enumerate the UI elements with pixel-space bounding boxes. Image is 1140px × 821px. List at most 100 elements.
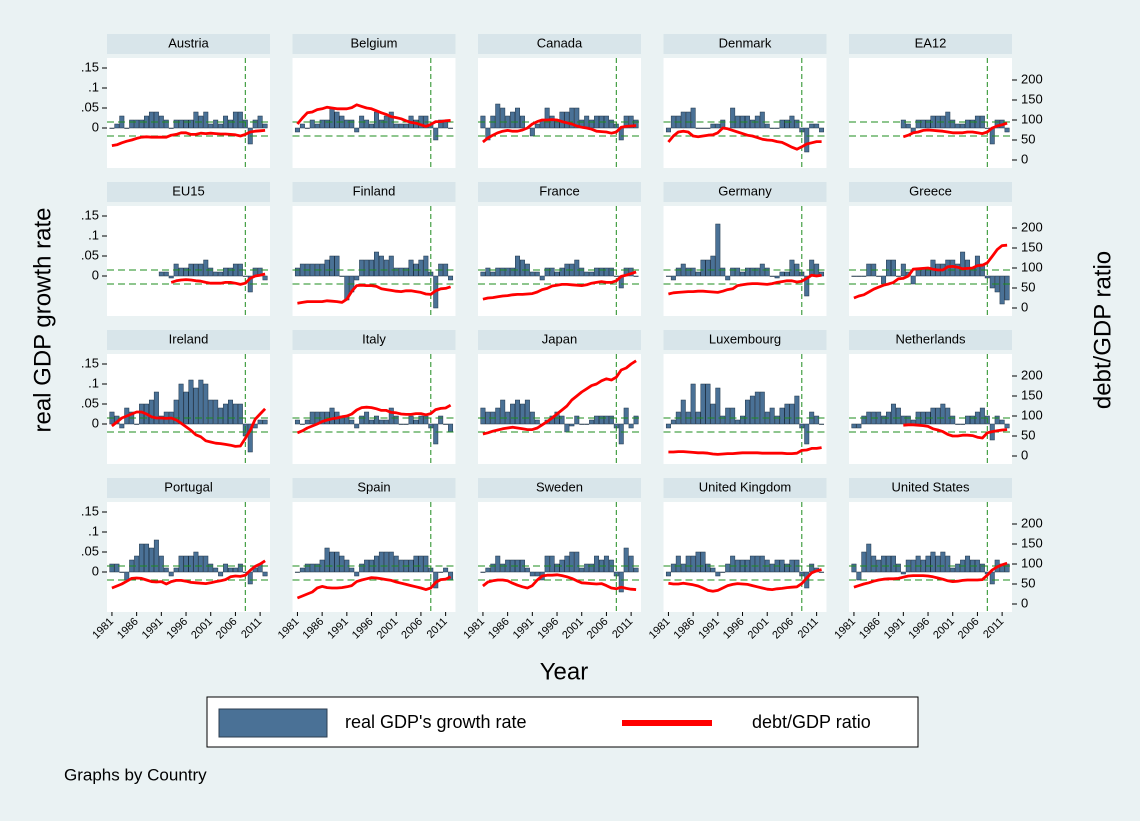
growth-bar [623,547,629,573]
growth-bar [690,383,696,425]
debt-line [482,359,637,436]
x-tick-label: 2011 [981,616,1006,641]
growth-bar [970,119,975,129]
growth-bar [393,123,399,129]
growth-bar [237,403,243,425]
growth-bar [403,123,409,129]
growth-bar [534,271,540,277]
growth-bar [979,563,985,573]
x-tick-label: 1986 [115,616,141,642]
growth-bar [890,259,896,277]
growth-bar [418,259,424,277]
x-tick-label: 1996 [906,616,932,642]
growth-bar [725,275,731,281]
debt-line [296,103,451,128]
growth-bar [213,399,219,425]
growth-bar [559,415,565,425]
growth-bar [920,119,926,129]
panel-header [663,478,827,498]
x-tick-label: 1991 [140,616,166,642]
growth-bar [633,415,639,425]
growth-bar [359,415,365,425]
growth-bar [960,251,966,277]
panel-title: Belgium [351,35,398,50]
growth-bar [124,127,130,129]
growth-bar [242,275,248,277]
growth-bar [334,551,340,573]
growth-bar [223,267,229,277]
growth-bar [574,415,580,425]
debt-line [853,561,1008,589]
growth-bar [359,563,365,573]
growth-bar [925,555,931,573]
x-tick-label: 1991 [696,616,722,642]
debt-line [482,573,637,591]
growth-bar [443,423,449,425]
growth-bar [1004,275,1010,301]
growth-bar [398,123,404,129]
growth-bar [994,415,1000,425]
growth-bar [515,255,520,277]
growth-bar [700,383,706,425]
y2-tick-label: 150 [1021,91,1043,106]
growth-bar [695,271,701,277]
growth-bar [744,399,750,425]
debt-line [668,568,822,593]
debt-line [297,283,452,305]
x-tick-label: 2011 [425,616,450,641]
panel-header [107,330,270,350]
growth-bar [515,107,520,129]
growth-bar [675,555,681,573]
growth-bar [809,123,815,129]
growth-bar [930,407,936,425]
growth-bar [633,275,639,277]
x-tick-label: 2001 [746,616,772,642]
growth-bar [218,123,224,129]
growth-bar [203,259,209,277]
growth-bar [794,395,800,425]
growth-bar [695,127,701,129]
growth-bar [680,563,686,573]
growth-bar [433,423,439,445]
growth-bar [730,267,736,277]
growth-bar [710,403,716,425]
growth-bar [749,267,755,277]
growth-bar [970,415,975,425]
growth-bar [861,551,867,573]
panel-title: Germany [718,183,772,198]
growth-bar [955,563,961,573]
growth-bar [510,403,516,425]
growth-bar [505,267,511,277]
growth-bar [388,111,394,129]
growth-bar [695,551,701,573]
growth-bar [423,415,429,425]
growth-bar [257,419,263,425]
y2-tick-label: 50 [1021,427,1035,442]
growth-bar [500,563,506,573]
growth-bar [443,567,449,573]
x-tick-label: 1981 [461,616,487,642]
growth-bar [495,267,501,277]
y2-axis-title: debt/GDP ratio [1089,251,1116,409]
growth-bar [373,251,379,277]
growth-bar [158,415,164,425]
growth-bar [633,119,639,129]
growth-bar [670,275,676,281]
panel-title: Italy [362,331,386,346]
y-tick-label: .1 [88,79,99,94]
growth-bar [319,119,325,129]
x-tick-label: 1986 [486,616,512,642]
growth-bar [378,419,384,425]
growth-bar [418,415,424,425]
growth-bar [178,119,184,129]
growth-bar [574,551,580,573]
panel-header [663,182,827,202]
growth-bar [309,563,315,573]
growth-bar [304,563,310,573]
growth-bar [314,123,320,129]
y2-tick-label: 150 [1021,535,1043,550]
growth-bar [744,267,750,277]
growth-bar [378,551,384,573]
growth-bar [705,383,711,425]
growth-bar [223,563,229,573]
